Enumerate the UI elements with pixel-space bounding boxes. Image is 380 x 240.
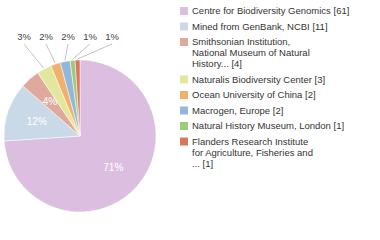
svg-text:Ocean University of China [2]: Ocean University of China [2] (192, 89, 316, 100)
svg-text:Flanders Research Institutefor: Flanders Research Institutefor Agricultu… (192, 135, 313, 168)
svg-text:3%: 3% (17, 31, 31, 42)
svg-text:1%: 1% (105, 31, 119, 42)
svg-text:Natural History Museum, London: Natural History Museum, London [1] (192, 120, 344, 131)
svg-text:1%: 1% (83, 31, 97, 42)
svg-text:Centre for Biodiversity Genomi: Centre for Biodiversity Genomics [61] (192, 5, 349, 16)
svg-text:12%: 12% (27, 116, 47, 127)
svg-text:4%: 4% (43, 96, 58, 107)
svg-text:2%: 2% (39, 31, 53, 42)
svg-text:Mined from GenBank, NCBI [11]: Mined from GenBank, NCBI [11] (192, 20, 328, 31)
svg-text:2%: 2% (61, 31, 75, 42)
svg-text:71%: 71% (103, 162, 123, 173)
svg-text:Macrogen, Europe [2]: Macrogen, Europe [2] (192, 104, 283, 115)
svg-text:Naturalis Biodiversity Center: Naturalis Biodiversity Center [3] (192, 73, 325, 84)
svg-text:Smithsonian Institution,Nation: Smithsonian Institution,National Museum … (192, 36, 310, 69)
